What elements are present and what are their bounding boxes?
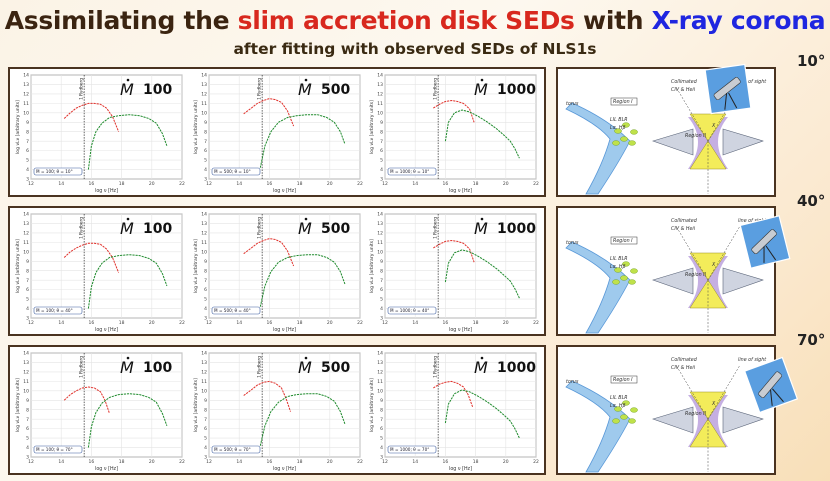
geometry-sketch-10deg — [556, 67, 776, 197]
title-part-4: X-ray corona — [651, 6, 826, 35]
slide-subtitle: after fitting with observed SEDs of NLS1… — [233, 40, 597, 58]
slide-title: Assimilating the slim accretion disk SED… — [0, 6, 830, 35]
title-part-2: slim accretion disk SEDs — [237, 6, 575, 35]
sed-row-10deg — [8, 67, 546, 197]
angle-label-10: 10° — [797, 52, 826, 70]
sed-row-40deg — [8, 206, 546, 336]
sed-row-70deg — [8, 345, 546, 475]
geometry-sketch-40deg — [556, 206, 776, 336]
title-part-1: Assimilating the — [4, 6, 238, 35]
title-part-3: with — [574, 6, 652, 35]
angle-label-40: 40° — [797, 192, 826, 210]
geometry-sketch-70deg — [556, 345, 776, 475]
angle-label-70: 70° — [797, 331, 826, 349]
